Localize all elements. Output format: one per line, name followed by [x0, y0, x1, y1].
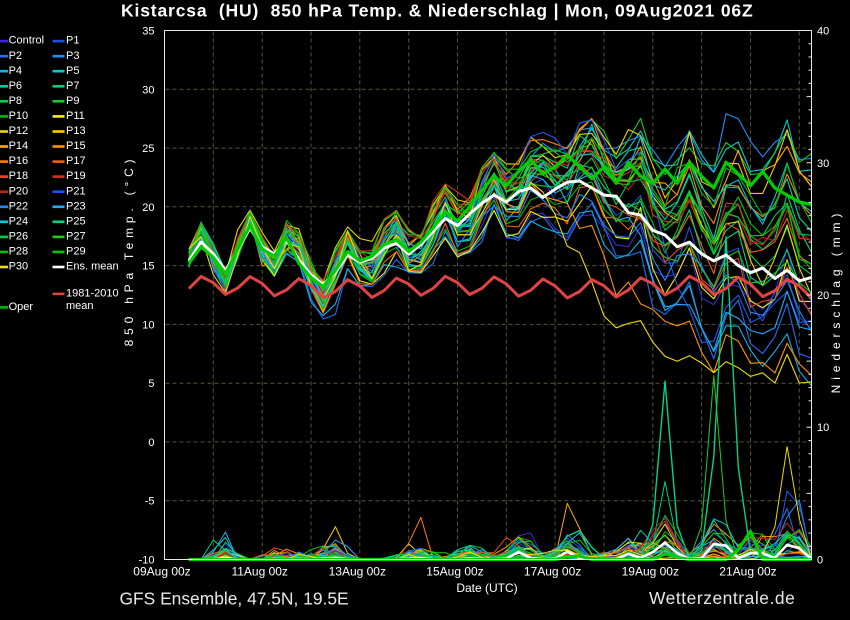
svg-text:P24: P24	[9, 215, 29, 227]
svg-text:P9: P9	[66, 95, 79, 107]
svg-text:P27: P27	[66, 231, 86, 243]
svg-text:1981-2010: 1981-2010	[66, 288, 119, 300]
svg-text:P18: P18	[9, 170, 29, 182]
svg-text:P29: P29	[66, 246, 86, 258]
svg-text:-5: -5	[145, 496, 155, 508]
svg-text:P7: P7	[66, 80, 79, 92]
svg-text:P1: P1	[66, 35, 79, 47]
svg-text:40: 40	[817, 26, 829, 38]
svg-text:P14: P14	[9, 140, 29, 152]
svg-text:0: 0	[817, 555, 823, 567]
svg-text:P30: P30	[9, 261, 29, 273]
svg-text:P16: P16	[9, 155, 29, 167]
svg-text:09Aug 00z: 09Aug 00z	[133, 565, 190, 579]
svg-text:P10: P10	[9, 110, 29, 122]
svg-text:30: 30	[142, 84, 154, 96]
svg-text:20: 20	[817, 290, 829, 302]
svg-text:15Aug 00z: 15Aug 00z	[426, 565, 483, 579]
svg-text:P13: P13	[66, 125, 86, 137]
svg-text:Ens. mean: Ens. mean	[66, 261, 119, 273]
svg-text:P22: P22	[9, 200, 29, 212]
svg-text:P21: P21	[66, 185, 86, 197]
svg-text:Control: Control	[9, 35, 44, 47]
svg-text:10: 10	[817, 422, 829, 434]
svg-text:P20: P20	[9, 185, 29, 197]
svg-text:0: 0	[148, 437, 154, 449]
svg-text:P4: P4	[9, 65, 22, 77]
svg-text:850 hPa Temp. (°C): 850 hPa Temp. (°C)	[122, 155, 136, 347]
svg-text:GFS Ensemble, 47.5N, 19.5E: GFS Ensemble, 47.5N, 19.5E	[120, 589, 349, 609]
svg-text:P11: P11	[66, 110, 85, 122]
svg-text:21Aug 00z: 21Aug 00z	[719, 565, 776, 579]
svg-text:mean: mean	[66, 300, 94, 312]
svg-text:25: 25	[142, 143, 154, 155]
svg-text:P3: P3	[66, 50, 79, 62]
svg-text:P28: P28	[9, 246, 29, 258]
svg-text:P23: P23	[66, 200, 86, 212]
svg-text:P2: P2	[9, 50, 22, 62]
svg-text:P12: P12	[9, 125, 29, 137]
svg-text:20: 20	[142, 202, 154, 214]
svg-text:30: 30	[817, 158, 829, 170]
svg-text:13Aug 00z: 13Aug 00z	[329, 565, 386, 579]
svg-text:Niederschlag (mm): Niederschlag (mm)	[829, 209, 843, 394]
svg-text:35: 35	[142, 26, 154, 38]
svg-text:P6: P6	[9, 80, 22, 92]
svg-text:11Aug 00z: 11Aug 00z	[231, 565, 288, 579]
svg-text:P19: P19	[66, 170, 86, 182]
svg-text:P26: P26	[9, 231, 29, 243]
svg-text:P8: P8	[9, 95, 22, 107]
svg-text:P17: P17	[66, 155, 86, 167]
svg-text:17Aug 00z: 17Aug 00z	[524, 565, 581, 579]
svg-text:Oper: Oper	[9, 301, 34, 313]
svg-text:P15: P15	[66, 140, 86, 152]
svg-text:19Aug 00z: 19Aug 00z	[622, 565, 679, 579]
svg-text:-10: -10	[139, 555, 155, 567]
svg-text:P25: P25	[66, 215, 86, 227]
svg-text:Date (UTC): Date (UTC)	[456, 581, 517, 595]
svg-text:15: 15	[142, 261, 154, 273]
svg-text:10: 10	[142, 319, 154, 331]
svg-text:Wetterzentrale.de: Wetterzentrale.de	[649, 588, 795, 608]
svg-text:P5: P5	[66, 65, 79, 77]
svg-text:5: 5	[148, 378, 154, 390]
svg-text:Kistarcsa (HU) 850 hPa Temp.: Kistarcsa (HU) 850 hPa Temp. & Niedersch…	[121, 1, 754, 21]
